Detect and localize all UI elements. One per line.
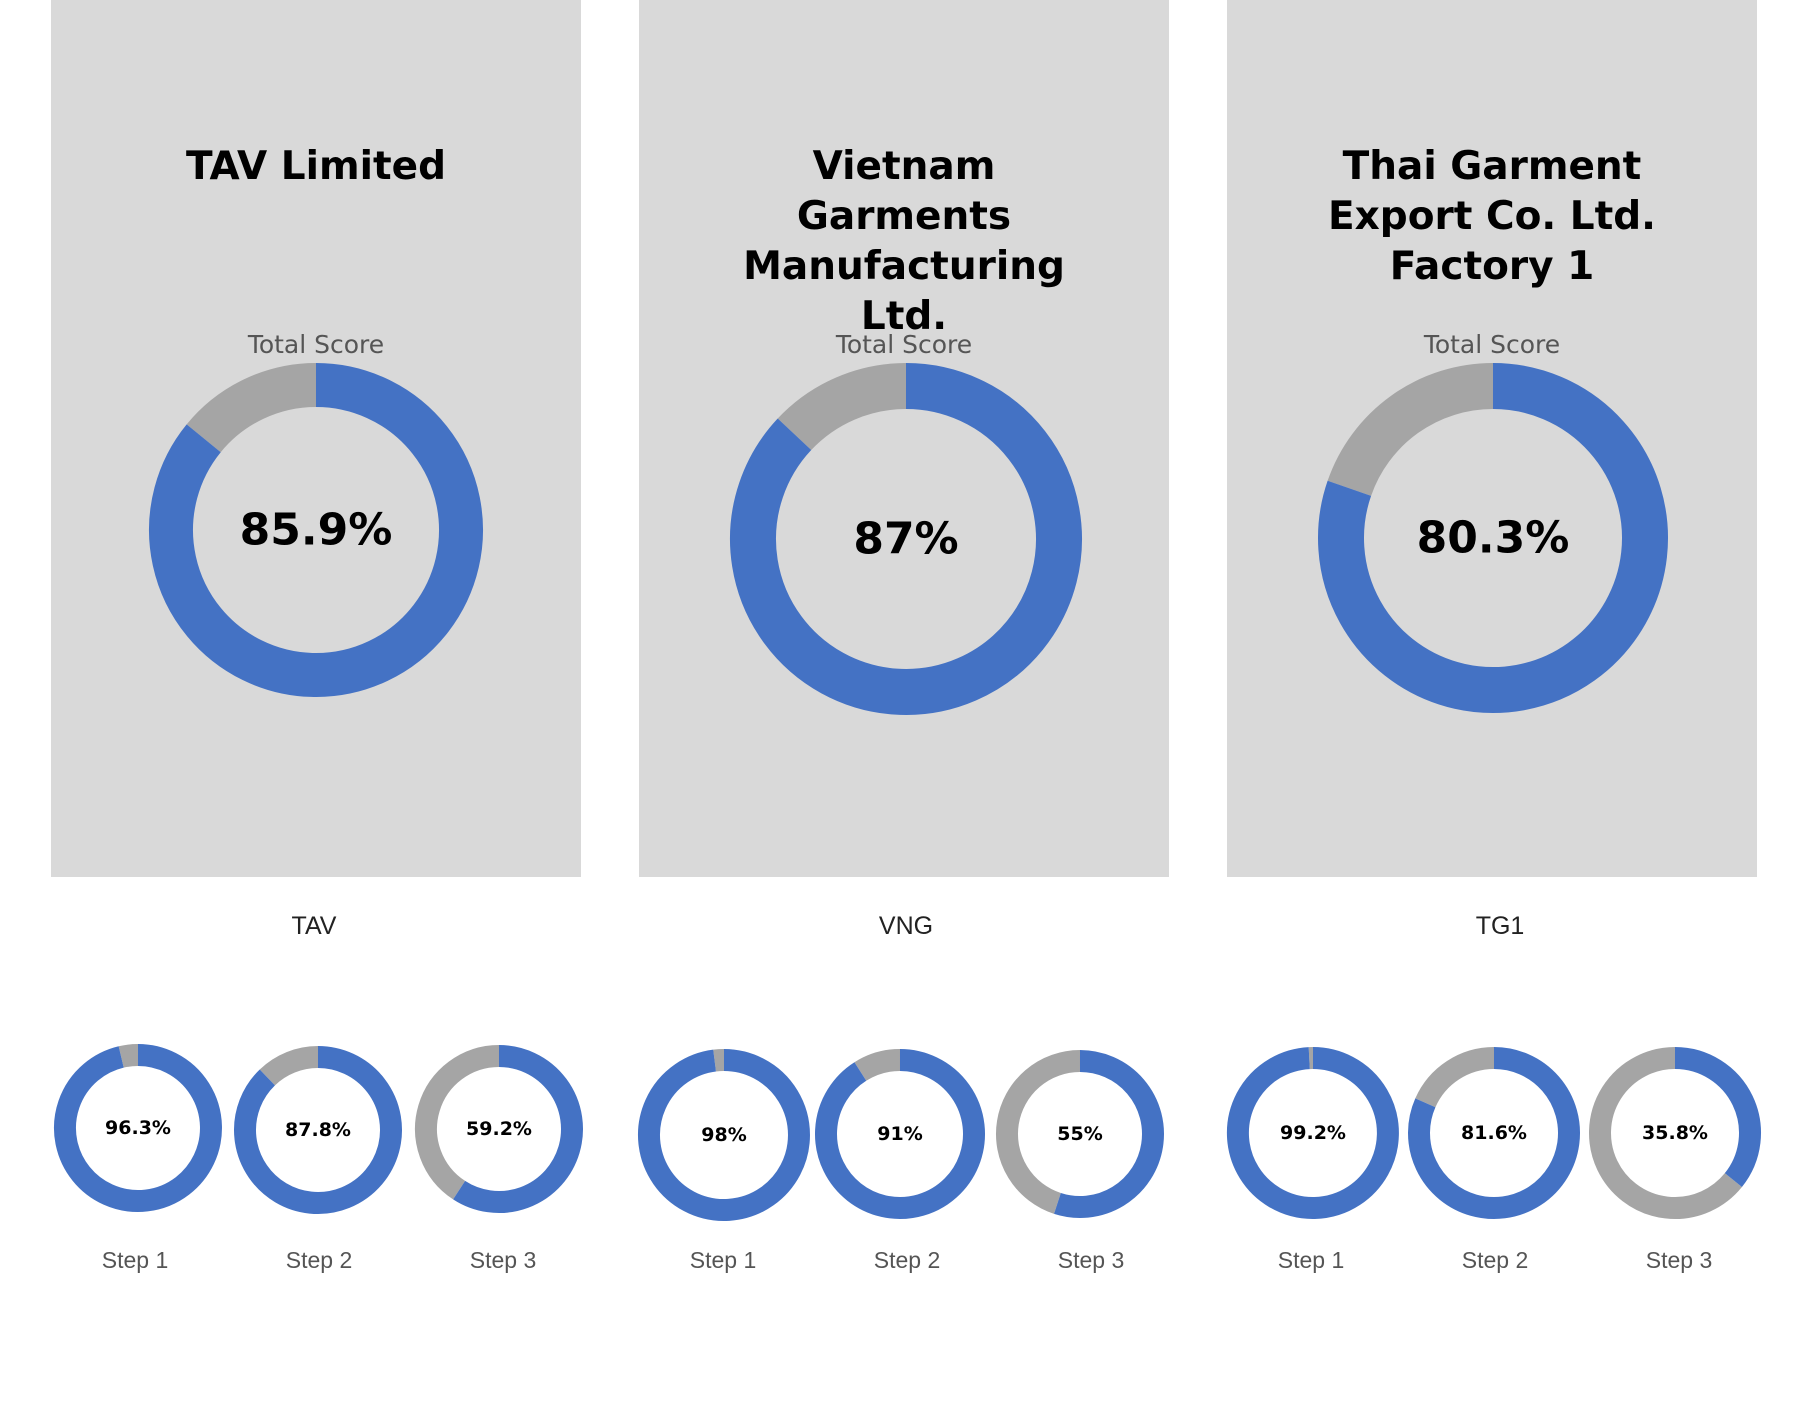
remainder-segment [259, 1046, 319, 1086]
score-segment [149, 363, 483, 697]
score-segment [453, 1045, 583, 1213]
step-label: Step 3 [1645, 1247, 1713, 1273]
total-score-label: Total Score [835, 330, 973, 359]
company-title: Thai Garment Export Co. Ltd. Factory 1 [1328, 144, 1656, 289]
company-title: TAV Limited [185, 144, 447, 189]
donut-value-label: 80.3% [1417, 513, 1570, 564]
total-score-label: Total Score [247, 330, 385, 359]
step-donut-tav-2: 87.8% [234, 1046, 402, 1214]
remainder-segment [415, 1045, 500, 1200]
step-label: Step 3 [469, 1247, 537, 1273]
remainder-segment [713, 1048, 725, 1072]
score-segment [1408, 1047, 1580, 1219]
remainder-segment [996, 1050, 1081, 1214]
step-donut-tg1-1: 99.2% [1226, 1047, 1399, 1219]
remainder-segment [186, 363, 317, 453]
company-panel-tav: TAV Limited Total Score [51, 0, 581, 877]
score-segment [234, 1046, 402, 1214]
total-score-donut-vng: 87% [730, 363, 1082, 715]
step-label: Step 1 [689, 1247, 757, 1273]
score-segment [1318, 363, 1668, 713]
step-label: Step 3 [1057, 1247, 1125, 1273]
step-donut-vng-2: 91% [815, 1049, 985, 1219]
donut-value-label: 81.6% [1461, 1122, 1527, 1144]
step-label: Step 1 [101, 1247, 169, 1273]
step-label: Step 2 [1461, 1247, 1529, 1273]
company-code: TAV [291, 912, 337, 940]
remainder-segment [1589, 1047, 1742, 1219]
score-segment [1226, 1047, 1399, 1219]
score-segment [53, 1044, 222, 1212]
donut-value-label: 59.2% [466, 1118, 532, 1140]
company-panel-tg1: Thai Garment Export Co. Ltd. Factory 1 T… [1227, 0, 1757, 877]
donut-value-label: 55% [1057, 1123, 1102, 1145]
step-label: Step 1 [1277, 1247, 1345, 1273]
remainder-segment [1415, 1047, 1495, 1108]
step-donut-tg1-2: 81.6% [1408, 1047, 1580, 1219]
score-segment [638, 1049, 810, 1221]
step-donut-tg1-3: 35.8% [1589, 1047, 1761, 1219]
remainder-segment [118, 1043, 139, 1068]
company-title: Vietnam Garments Manufacturing Ltd. [743, 144, 1065, 339]
step-donut-tav-3: 59.2% [415, 1045, 583, 1213]
score-segment [1054, 1050, 1164, 1218]
total-score-donut-tg1: 80.3% [1318, 363, 1668, 713]
total-score-donut-tav: 85.9% [149, 363, 483, 697]
donut-value-label: 87.8% [285, 1119, 351, 1141]
remainder-segment [777, 363, 907, 451]
remainder-segment [1327, 363, 1494, 497]
step-label: Step 2 [873, 1247, 941, 1273]
total-score-label: Total Score [1423, 330, 1561, 359]
donut-value-label: 99.2% [1280, 1122, 1346, 1144]
donut-value-label: 87% [853, 514, 958, 565]
score-segment [815, 1049, 985, 1219]
donut-value-label: 98% [701, 1124, 746, 1146]
score-segment [730, 363, 1082, 715]
company-code: VNG [878, 912, 934, 940]
remainder-segment [854, 1049, 901, 1082]
donut-value-label: 91% [877, 1123, 922, 1145]
score-segment [1674, 1047, 1761, 1187]
company-code: TG1 [1475, 912, 1525, 940]
donut-value-label: 96.3% [105, 1117, 171, 1139]
company-panel-vng: Vietnam Garments Manufacturing Ltd. Tota… [639, 0, 1169, 877]
donut-value-label: 85.9% [240, 505, 393, 556]
step-label: Step 2 [285, 1247, 353, 1273]
donut-value-label: 35.8% [1642, 1122, 1708, 1144]
step-donut-vng-1: 98% [638, 1048, 810, 1221]
step-donut-vng-3: 55% [996, 1050, 1164, 1218]
step-donut-tav-1: 96.3% [53, 1043, 222, 1212]
